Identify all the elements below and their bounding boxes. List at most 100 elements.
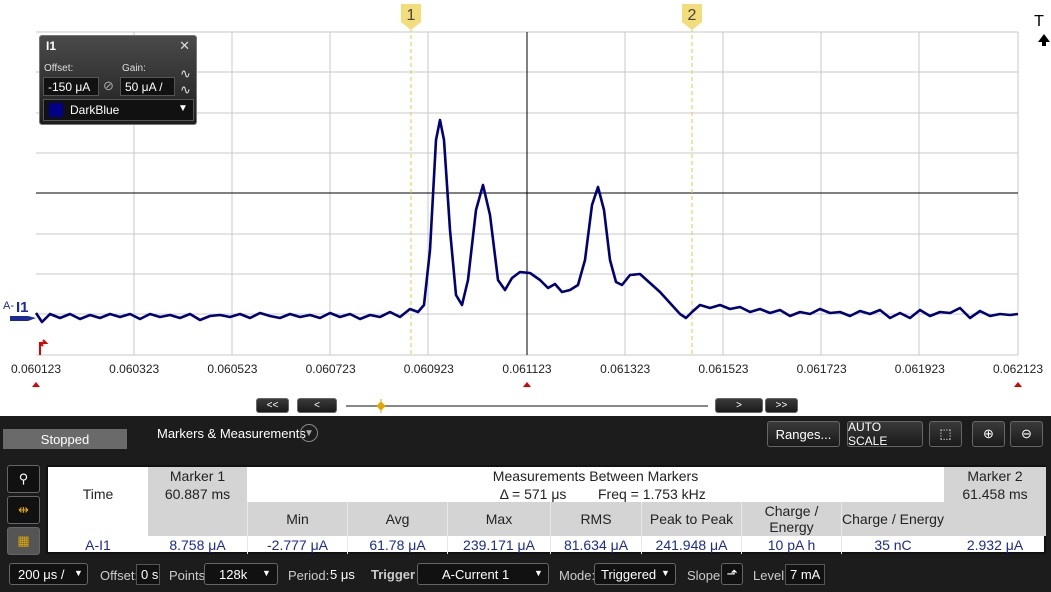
cell: 239.171 μA bbox=[447, 536, 550, 554]
label: Trigger bbox=[371, 567, 416, 582]
x-tick-label: 0.060323 bbox=[109, 362, 159, 376]
range-arrows bbox=[32, 382, 1022, 387]
x-tick-label: 0.060523 bbox=[207, 362, 257, 376]
status: Stopped bbox=[3, 429, 127, 449]
cell: 241.948 μA bbox=[641, 536, 741, 554]
column-header: RMS bbox=[550, 502, 641, 536]
channel-arrow bbox=[10, 316, 36, 321]
side-tool[interactable]: ⇹ bbox=[7, 496, 40, 524]
trigger-label: T bbox=[1034, 13, 1044, 30]
cell: 8.758 μA bbox=[169, 537, 226, 553]
column-header: Avg bbox=[347, 502, 447, 536]
gain-input[interactable]: 50 μA / bbox=[120, 77, 175, 96]
wave-icons[interactable]: ∿ ∿ bbox=[180, 66, 191, 97]
tab[interactable]: Markers & Measurements bbox=[157, 426, 306, 441]
label: Slope: bbox=[687, 568, 724, 583]
zoom-in[interactable]: ⊕ bbox=[972, 421, 1005, 447]
panel-title: I1 bbox=[46, 39, 57, 53]
channel-label: I1 bbox=[16, 299, 29, 316]
row-label: A-I1 bbox=[85, 537, 111, 553]
waveform bbox=[34, 118, 1019, 324]
cell: Freq = 1.753 kHz bbox=[598, 485, 706, 502]
slope-button[interactable]: ⬏ bbox=[721, 563, 743, 585]
cell: 60.887 ms bbox=[148, 485, 247, 502]
cell bbox=[944, 502, 1046, 536]
x-tick-label: 0.061323 bbox=[600, 362, 650, 376]
offset-label: Offset: bbox=[44, 63, 74, 74]
cell: 35 nC bbox=[841, 536, 944, 554]
header: Marker 1 bbox=[148, 467, 247, 485]
x-tick-label: 0.061923 bbox=[895, 362, 945, 376]
zoom-out[interactable]: ⊖ bbox=[1010, 421, 1043, 447]
marker-flag[interactable] bbox=[401, 4, 421, 30]
tab-expand[interactable]: ▼ bbox=[300, 424, 318, 442]
marker-label: 1 bbox=[407, 7, 416, 24]
side-tool[interactable]: ▦ bbox=[7, 527, 40, 555]
cell: 2.932 μA bbox=[966, 537, 1024, 553]
dropdown-arrow: ▼ bbox=[534, 568, 543, 578]
column-header: Charge / Energy bbox=[841, 502, 944, 536]
ranges-button[interactable]: Ranges... bbox=[767, 421, 840, 447]
cell: -2.777 μA bbox=[247, 536, 347, 554]
header: Measurements Between Markers bbox=[492, 468, 699, 484]
points-select[interactable]: 128k bbox=[204, 563, 278, 585]
dropdown-arrow: ▼ bbox=[74, 568, 83, 578]
column-header: Max bbox=[447, 502, 550, 536]
timebase-select[interactable]: 200 μs / bbox=[9, 563, 88, 585]
x-tick-label: 0.061123 bbox=[502, 362, 551, 376]
offset-input[interactable]: 0 s bbox=[136, 564, 160, 585]
label: Mode: bbox=[559, 568, 596, 583]
panel-close[interactable]: ✕ bbox=[179, 38, 190, 53]
period: 5 μs bbox=[330, 567, 355, 582]
header: Marker 2 bbox=[944, 467, 1046, 485]
x-tick-label: 0.061523 bbox=[698, 362, 748, 376]
color-swatch bbox=[49, 103, 63, 117]
x-ticks: 0.060123 0.060323 0.060523 0.060723 0.060923… bbox=[11, 362, 1043, 376]
scroll-button[interactable]: > bbox=[715, 398, 763, 413]
x-tick-label: 0.061723 bbox=[797, 362, 847, 376]
label: Level: bbox=[753, 568, 788, 583]
dropdown-arrow: ▼ bbox=[262, 568, 271, 578]
column-header: Peak to Peak bbox=[641, 502, 741, 536]
offset-zero[interactable]: ⊘ bbox=[103, 78, 114, 93]
column-header: Charge / Energy bbox=[741, 502, 841, 536]
cell: 81.634 μA bbox=[550, 536, 641, 554]
cell: 61.458 ms bbox=[944, 485, 1046, 502]
cell bbox=[148, 502, 247, 536]
cell: 61.78 μA bbox=[347, 536, 447, 554]
scroll-button[interactable]: >> bbox=[765, 398, 798, 413]
measurements-table: Marker 1 Measurements Between Markers Ma… bbox=[46, 465, 1046, 554]
trigger-select[interactable]: A-Current 1 bbox=[417, 563, 549, 585]
row-label: Time bbox=[82, 485, 114, 502]
x-tick-label: 0.062123 bbox=[993, 362, 1043, 376]
mode-select[interactable]: Triggered bbox=[594, 563, 676, 585]
color-select[interactable]: DarkBlue bbox=[43, 99, 194, 121]
channel-panel: I1 ✕ Offset: Gain: -150 μA ⊘ 50 μA / ∿ ∿ … bbox=[39, 35, 197, 125]
label: Points: bbox=[169, 568, 209, 583]
marker-label: 2 bbox=[688, 7, 697, 24]
trigger-arrow bbox=[1038, 34, 1050, 46]
gain-label: Gain: bbox=[122, 63, 146, 74]
side-tool[interactable]: ⚲ bbox=[7, 465, 40, 493]
level-input[interactable]: 7 mA bbox=[785, 564, 825, 585]
cell: Δ = 571 μs bbox=[499, 485, 567, 502]
channel-prefix: A- bbox=[3, 300, 14, 312]
label: Offset: bbox=[100, 568, 139, 583]
trigger-pos bbox=[39, 339, 49, 355]
label: Period: bbox=[288, 568, 330, 583]
marker-flag[interactable] bbox=[682, 4, 702, 30]
scroll-thumb[interactable] bbox=[376, 399, 386, 413]
scroll-button[interactable]: < bbox=[297, 398, 337, 413]
dropdown-arrow: ▼ bbox=[178, 103, 188, 114]
autoscale-button[interactable]: AUTO SCALE bbox=[847, 420, 923, 448]
zoom-box[interactable]: ⬚ bbox=[929, 421, 962, 447]
offset-input[interactable]: -150 μA bbox=[43, 77, 99, 96]
dropdown-arrow: ▼ bbox=[661, 568, 670, 578]
x-tick-label: 0.060923 bbox=[404, 362, 454, 376]
column-header: Min bbox=[247, 502, 347, 536]
x-tick-label: 0.060123 bbox=[11, 362, 61, 376]
cell: 10 pA h bbox=[741, 536, 841, 554]
scroll-button[interactable]: << bbox=[256, 398, 289, 413]
